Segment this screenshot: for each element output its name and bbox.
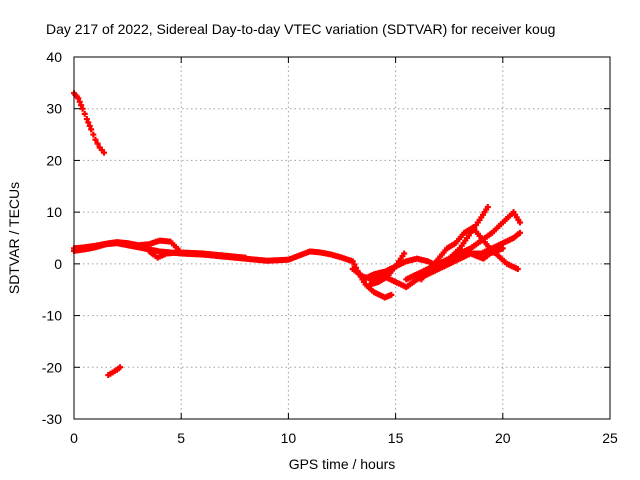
data-point bbox=[388, 291, 395, 298]
x-tick-label: 5 bbox=[177, 430, 185, 446]
axis-ticks: 0 5 10 15 20 25 40 30 20 10 0 -10 -20 -30 bbox=[42, 49, 618, 446]
y-tick-label: -30 bbox=[42, 411, 62, 427]
x-tick-label: 15 bbox=[388, 430, 404, 446]
data-point bbox=[484, 203, 491, 210]
data-series bbox=[435, 229, 523, 273]
y-tick-label: -20 bbox=[42, 359, 62, 375]
data-point bbox=[78, 102, 85, 109]
y-tick-label: 30 bbox=[46, 101, 62, 117]
chart-title: Day 217 of 2022, Sidereal Day-to-day VTE… bbox=[46, 21, 555, 37]
data-point bbox=[516, 219, 523, 226]
data-point bbox=[514, 266, 521, 273]
data-series bbox=[146, 247, 176, 261]
data-point bbox=[169, 249, 176, 256]
data-point bbox=[242, 254, 249, 261]
data-point bbox=[401, 250, 408, 257]
y-tick-label: -10 bbox=[42, 308, 62, 324]
data-series bbox=[366, 250, 408, 288]
y-tick-label: 20 bbox=[46, 152, 62, 168]
data-series bbox=[105, 364, 124, 379]
plot-area bbox=[71, 90, 523, 379]
y-tick-label: 40 bbox=[46, 49, 62, 65]
y-tick-label: 0 bbox=[54, 256, 62, 272]
data-point bbox=[516, 229, 523, 236]
data-series bbox=[467, 245, 506, 262]
x-tick-label: 25 bbox=[602, 430, 618, 446]
y-axis-label: SDTVAR / TECUs bbox=[6, 182, 22, 294]
data-series bbox=[71, 90, 108, 156]
x-axis-label: GPS time / hours bbox=[289, 456, 396, 472]
y-tick-label: 10 bbox=[46, 204, 62, 220]
data-point bbox=[351, 261, 358, 268]
data-point bbox=[79, 105, 86, 112]
data-point bbox=[94, 140, 101, 147]
data-point bbox=[499, 245, 506, 252]
grid bbox=[74, 57, 610, 419]
data-series bbox=[71, 237, 249, 261]
data-point bbox=[117, 364, 124, 371]
data-point bbox=[76, 98, 83, 105]
x-tick-label: 10 bbox=[281, 430, 297, 446]
data-point bbox=[86, 122, 93, 129]
x-tick-label: 20 bbox=[495, 430, 511, 446]
data-series bbox=[71, 240, 395, 301]
data-point bbox=[92, 136, 99, 143]
plot-frame bbox=[73, 56, 611, 420]
x-tick-label: 0 bbox=[70, 430, 78, 446]
data-point bbox=[90, 131, 97, 138]
data-point bbox=[349, 258, 356, 265]
data-point bbox=[85, 119, 92, 126]
data-point bbox=[101, 149, 108, 156]
data-point bbox=[81, 110, 88, 117]
data-point bbox=[88, 126, 95, 133]
data-point bbox=[83, 116, 90, 123]
data-point bbox=[75, 95, 82, 102]
